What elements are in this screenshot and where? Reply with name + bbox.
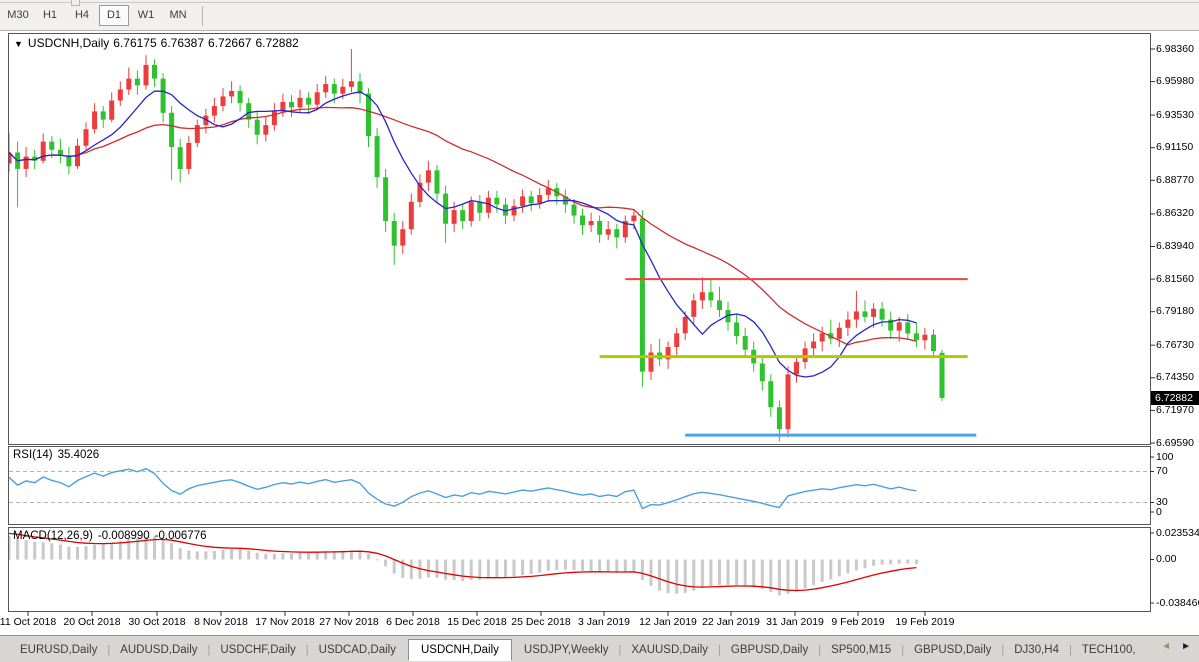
macd-axis-label: 0.00 xyxy=(1156,553,1177,565)
tab-separator: | xyxy=(305,643,309,656)
rsi-value: 35.4026 xyxy=(57,449,100,461)
date-axis-label: 8 Nov 2018 xyxy=(194,616,248,628)
price-axis-label: 6.83940 xyxy=(1156,239,1194,252)
price-axis-label: 6.71970 xyxy=(1156,403,1194,416)
price-axis-label: 6.81560 xyxy=(1156,272,1194,285)
macd-signal-value: -0.006776 xyxy=(154,530,207,542)
tab-separator: | xyxy=(1069,643,1072,656)
timeframe-button-d1[interactable]: D1 xyxy=(99,5,129,26)
price-axis-label: 6.98360 xyxy=(1156,42,1194,55)
ohlc-high: 6.76387 xyxy=(160,36,205,50)
tab-separator: | xyxy=(1001,643,1005,656)
price-axis-label: 6.74350 xyxy=(1156,371,1194,384)
timeframe-button-m30[interactable]: M30 xyxy=(7,9,29,21)
tab-separator: | xyxy=(901,643,905,656)
date-axis-label: 9 Feb 2019 xyxy=(831,616,885,628)
timeframe-button-mn[interactable]: MN xyxy=(169,9,187,21)
chart-tab-tech100[interactable]: TECH100, xyxy=(1081,643,1136,656)
price-axis-label: 6.91150 xyxy=(1156,141,1194,154)
rsi-axis-label: 70 xyxy=(1156,465,1168,477)
chart-tab-xauusd-daily[interactable]: XAUUSD,Daily xyxy=(631,643,709,656)
chart-tab-usdcad-daily[interactable]: USDCAD,Daily xyxy=(318,643,396,656)
macd-axis-label: 0.023534 xyxy=(1156,526,1199,539)
chart-symbol-label: USDCNH,Daily xyxy=(27,36,110,50)
date-axis-label: 25 Dec 2018 xyxy=(511,616,571,628)
chart-tab-gbpusd-daily[interactable]: GBPUSD,Daily xyxy=(730,643,809,656)
date-axis-label: 6 Dec 2018 xyxy=(386,616,440,628)
date-axis-label: 19 Feb 2019 xyxy=(895,616,955,628)
date-axis-label: 31 Jan 2019 xyxy=(766,616,824,628)
chart-tab-usdjpy-weekly[interactable]: USDJPY,Weekly xyxy=(523,643,609,656)
timeframe-button-row: M30 H1 H4 D1 W1 MN xyxy=(2,5,203,26)
tab-separator: | xyxy=(718,643,721,656)
tab-separator: | xyxy=(107,643,111,656)
macd-axis-label: -0.038466 xyxy=(1156,596,1199,609)
price-axis-label: 6.76730 xyxy=(1156,338,1194,351)
chart-tab-bar: EURUSD,Daily | AUDUSD,Daily | USDCHF,Daily | U… xyxy=(0,635,1199,662)
date-axis-label: 15 Dec 2018 xyxy=(447,616,507,628)
toolbar-gripper[interactable] xyxy=(71,0,80,6)
toolbar-separator xyxy=(202,5,203,26)
macd-label: MACD(12,26,9) -0.008990 -0.006776 xyxy=(13,530,211,542)
rsi-axis-label: 0 xyxy=(1156,505,1162,518)
rsi-axis-label: 30 xyxy=(1156,496,1168,508)
date-axis-label: 27 Nov 2018 xyxy=(319,616,379,628)
macd-name: MACD(12,26,9) xyxy=(13,530,93,542)
tab-scroll-left-icon[interactable]: ◄ xyxy=(1161,641,1171,652)
tab-separator: | xyxy=(618,643,622,656)
tab-separator: | xyxy=(207,643,211,656)
chart-tab-audusd-daily[interactable]: AUDUSD,Daily xyxy=(120,643,198,656)
ohlc-open: 6.76175 xyxy=(113,36,157,50)
date-axis-label: 17 Nov 2018 xyxy=(255,616,315,628)
rsi-indicator-panel[interactable] xyxy=(8,446,1151,525)
date-axis-label: 30 Oct 2018 xyxy=(128,616,186,628)
timeframe-toolbar: M30 H1 H4 D1 W1 MN xyxy=(0,0,1199,31)
toolbar-divider xyxy=(0,2,1199,3)
date-axis-label: 22 Jan 2019 xyxy=(702,616,760,628)
chart-tab-gbpusd-daily[interactable]: GBPUSD,Daily xyxy=(914,643,992,656)
price-axis-label: 6.93530 xyxy=(1156,108,1194,121)
price-axis-label: 6.79180 xyxy=(1156,305,1194,318)
date-axis-label: 11 Oct 2018 xyxy=(0,616,57,628)
rsi-name: RSI(14) xyxy=(13,449,53,461)
date-axis-label: 20 Oct 2018 xyxy=(63,616,121,628)
tab-separator: | xyxy=(818,643,822,656)
chart-tab-sp500-m15[interactable]: SP500,M15 xyxy=(831,643,892,656)
collapse-triangle-icon[interactable]: ▼ xyxy=(14,39,23,49)
chart-tab-usdchf-daily[interactable]: USDCHF,Daily xyxy=(220,643,296,656)
rsi-axis-label: 100 xyxy=(1156,450,1174,463)
main-chart-panel[interactable] xyxy=(8,33,1151,445)
price-axis-label: 6.69590 xyxy=(1156,436,1194,449)
rsi-label: RSI(14) 35.4026 xyxy=(13,449,104,461)
date-axis-label: 12 Jan 2019 xyxy=(639,616,697,628)
price-axis-label: 6.88770 xyxy=(1156,173,1194,186)
timeframe-button-h4[interactable]: H4 xyxy=(74,9,90,21)
ohlc-low: 6.72667 xyxy=(208,36,252,50)
chart-tab-usdcnh-daily[interactable]: USDCNH,Daily xyxy=(407,638,512,661)
price-axis-label: 6.95980 xyxy=(1156,75,1194,88)
date-axis-label: 3 Jan 2019 xyxy=(578,616,630,628)
tab-scroll-right-icon[interactable]: ► xyxy=(1181,641,1191,652)
chart-tab-eurusd-daily[interactable]: EURUSD,Daily xyxy=(20,643,98,656)
chart-title[interactable]: ▼ USDCNH,Daily 6.76175 6.76387 6.72667 6.7288… xyxy=(14,36,303,50)
chart-tab-dj30-h4[interactable]: DJ30,H4 xyxy=(1014,643,1059,656)
current-price-tag: 6.72882 xyxy=(1151,390,1199,405)
timeframe-button-h1[interactable]: H1 xyxy=(42,9,58,21)
price-axis-label: 6.86320 xyxy=(1156,207,1194,220)
ohlc-close: 6.72882 xyxy=(255,36,299,50)
timeframe-button-w1[interactable]: W1 xyxy=(137,9,155,21)
macd-main-value: -0.008990 xyxy=(97,530,150,542)
